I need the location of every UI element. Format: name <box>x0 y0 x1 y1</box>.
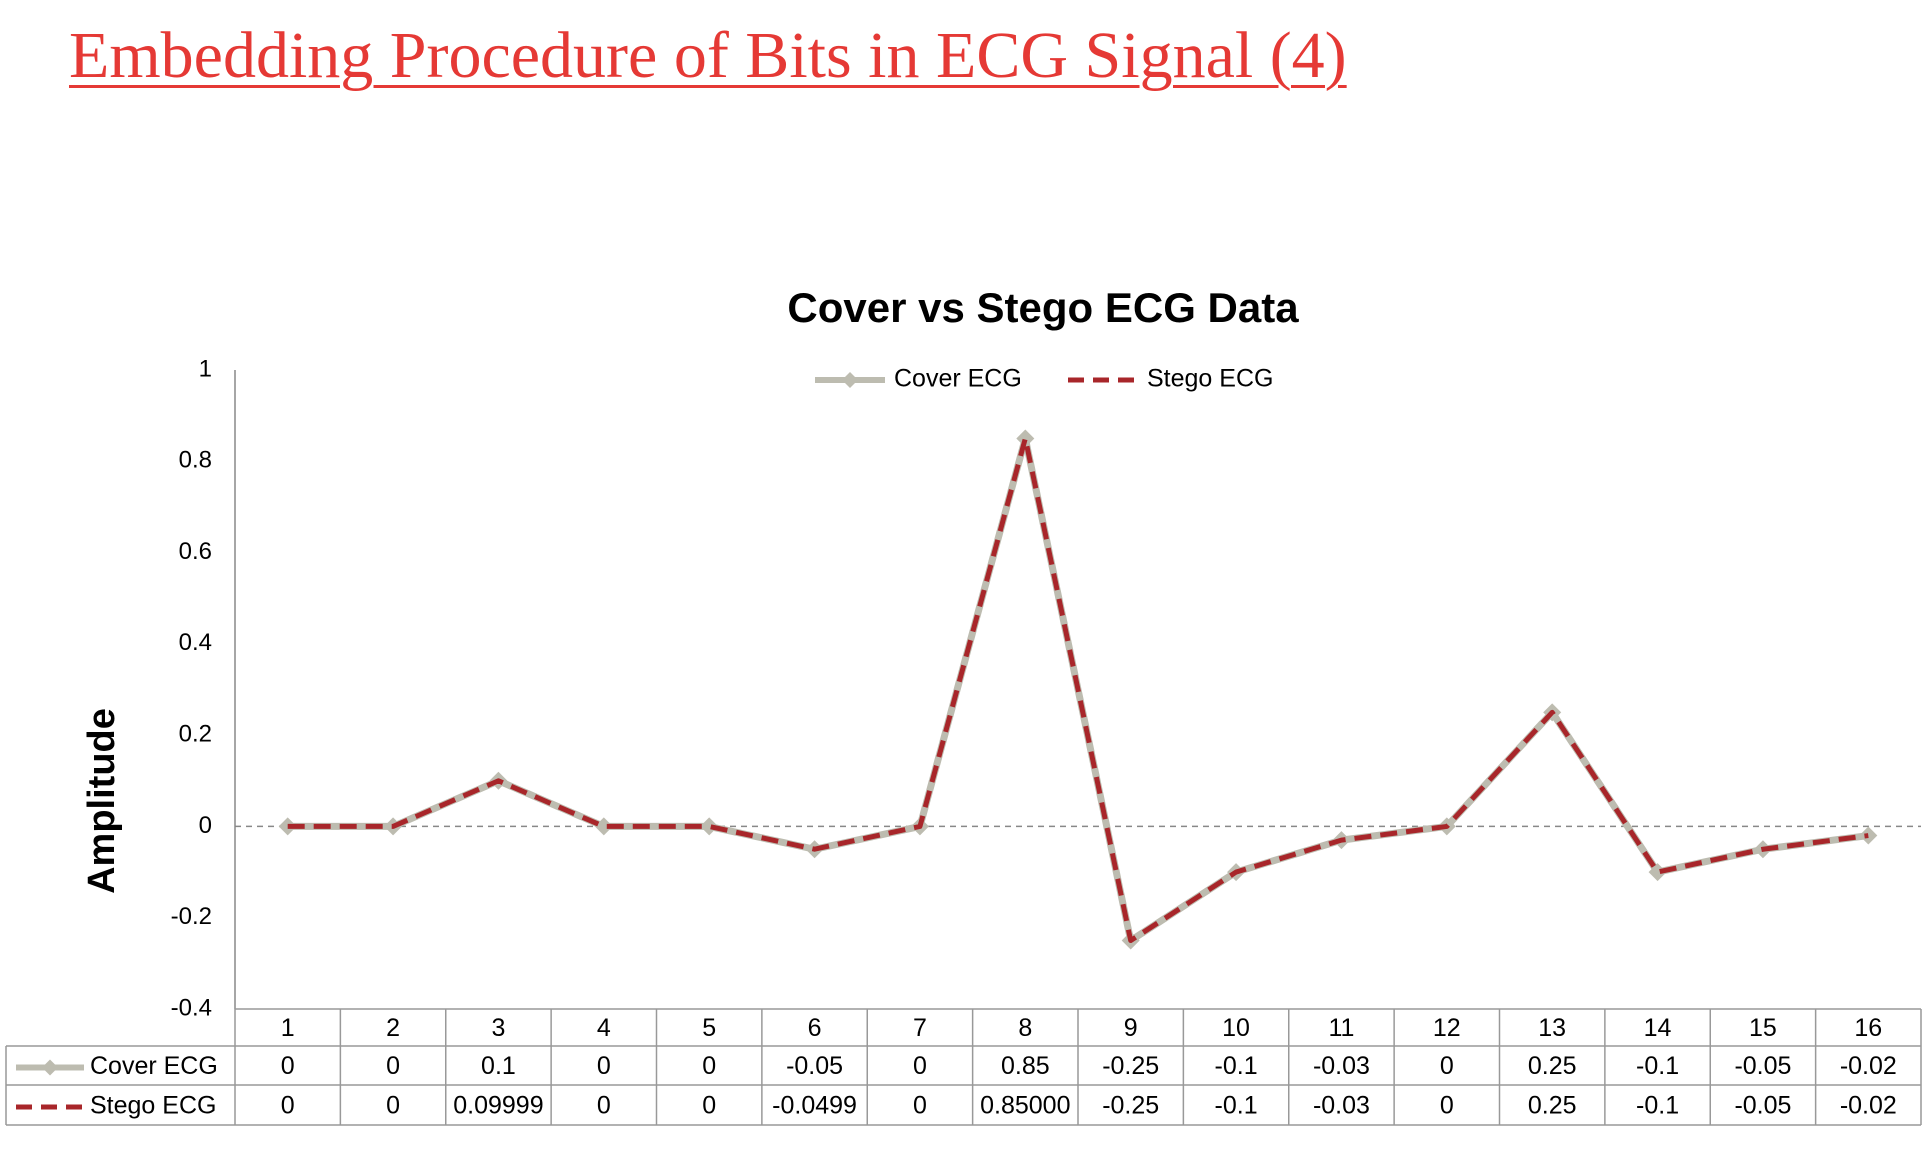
data-point <box>1648 863 1667 882</box>
x-tick-label: 16 <box>1854 1014 1882 1042</box>
table-cell: 0 <box>702 1092 716 1120</box>
legend-marker <box>842 372 858 388</box>
table-cell: -0.02 <box>1840 1092 1897 1120</box>
data-point <box>1016 429 1035 448</box>
x-tick-label: 4 <box>597 1014 611 1042</box>
x-tick-label: 11 <box>1328 1014 1354 1042</box>
table-cell: 0.1 <box>481 1052 516 1080</box>
table-cell: -0.1 <box>1636 1052 1679 1080</box>
y-tick-label: -0.4 <box>171 994 212 1021</box>
table-cell: 0.85 <box>1001 1052 1050 1080</box>
x-tick-label: 10 <box>1222 1014 1250 1042</box>
y-tick-label: 0.2 <box>179 720 212 747</box>
table-cell: 0 <box>913 1052 927 1080</box>
x-tick-label: 15 <box>1749 1014 1777 1042</box>
table-cell: -0.25 <box>1102 1052 1159 1080</box>
data-point <box>594 817 613 836</box>
x-tick-label: 6 <box>808 1014 822 1042</box>
table-cell: 0.25 <box>1528 1092 1577 1120</box>
x-tick-label: 7 <box>913 1014 927 1042</box>
table-cell: 0 <box>597 1092 611 1120</box>
x-tick-label: 1 <box>281 1014 295 1042</box>
table-cell: -0.0499 <box>772 1092 857 1120</box>
table-cell: 0 <box>597 1052 611 1080</box>
x-tick-label: 2 <box>386 1014 400 1042</box>
table-cell: 0.09999 <box>453 1092 543 1120</box>
y-tick-label: 1 <box>199 355 212 382</box>
table-cell: 0 <box>702 1052 716 1080</box>
table-cell: -0.1 <box>1215 1052 1258 1080</box>
x-tick-label: 9 <box>1124 1014 1138 1042</box>
x-tick-label: 8 <box>1018 1014 1032 1042</box>
data-point <box>700 817 719 836</box>
x-tick-label: 3 <box>491 1014 505 1042</box>
legend-label: Cover ECG <box>894 365 1022 393</box>
table-cell: 0 <box>1440 1052 1454 1080</box>
table-cell: 0 <box>386 1052 400 1080</box>
table-cell: -0.05 <box>1734 1052 1791 1080</box>
table-cell: 0.85000 <box>980 1092 1070 1120</box>
table-legend-marker <box>42 1059 58 1076</box>
slide-title: Embedding Procedure of Bits in ECG Signa… <box>69 19 1347 92</box>
y-tick-label: -0.2 <box>171 903 212 930</box>
table-cell: -0.25 <box>1102 1092 1159 1120</box>
x-tick-label: 12 <box>1433 1014 1461 1042</box>
table-cell: 0 <box>386 1092 400 1120</box>
table-cell: 0.25 <box>1528 1052 1577 1080</box>
table-cell: -0.05 <box>786 1052 843 1080</box>
series-line <box>287 435 1869 944</box>
table-cell: 0 <box>281 1052 295 1080</box>
table-cell: -0.02 <box>1840 1052 1897 1080</box>
x-tick-label: 14 <box>1644 1014 1672 1042</box>
chart-title: Cover vs Stego ECG Data <box>787 284 1299 331</box>
legend-label: Stego ECG <box>1147 365 1273 393</box>
table-cell: -0.03 <box>1313 1092 1370 1120</box>
table-cell: 0 <box>281 1092 295 1120</box>
y-tick-label: 0.4 <box>179 629 212 656</box>
table-cell: -0.1 <box>1215 1092 1258 1120</box>
table-cell: -0.1 <box>1636 1092 1679 1120</box>
table-cell: 0 <box>913 1092 927 1120</box>
y-tick-label: 0.8 <box>179 447 212 474</box>
x-tick-label: 5 <box>702 1014 716 1042</box>
x-tick-label: 13 <box>1538 1014 1566 1042</box>
y-axis-label: Amplitude <box>81 708 123 894</box>
y-tick-label: 0.6 <box>179 538 212 565</box>
table-row-label: Cover ECG <box>90 1052 218 1080</box>
table-row-label: Stego ECG <box>90 1092 216 1120</box>
table-cell: 0 <box>1440 1092 1454 1120</box>
table-cell: -0.03 <box>1313 1052 1370 1080</box>
y-tick-label: 0 <box>199 812 212 839</box>
table-cell: -0.05 <box>1734 1092 1791 1120</box>
